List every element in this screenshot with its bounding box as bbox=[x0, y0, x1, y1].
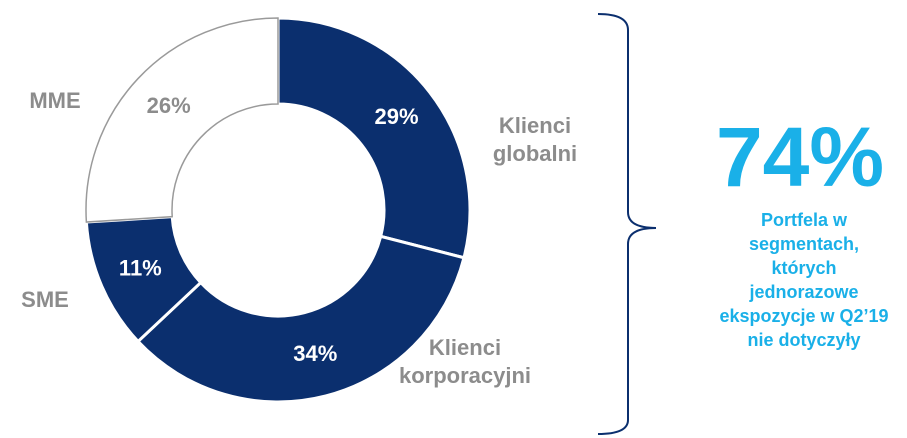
category-label: MME bbox=[29, 88, 81, 113]
value-label: 26% bbox=[147, 93, 191, 118]
category-label: Klienci korporacyjni bbox=[398, 335, 532, 388]
value-label: 11% bbox=[119, 255, 162, 280]
value-label: 34% bbox=[293, 341, 337, 366]
donut-slice bbox=[276, 16, 472, 260]
value-label: 29% bbox=[374, 104, 418, 129]
headline: 74% bbox=[715, 110, 885, 204]
category-label: SME bbox=[21, 287, 69, 312]
category-label: Klienci globalni bbox=[492, 113, 578, 166]
donut-slice bbox=[135, 234, 466, 404]
donut-slice bbox=[85, 17, 279, 223]
bracket bbox=[597, 13, 657, 435]
note: Portfela w segmentach, których jednorazo… bbox=[719, 210, 889, 350]
